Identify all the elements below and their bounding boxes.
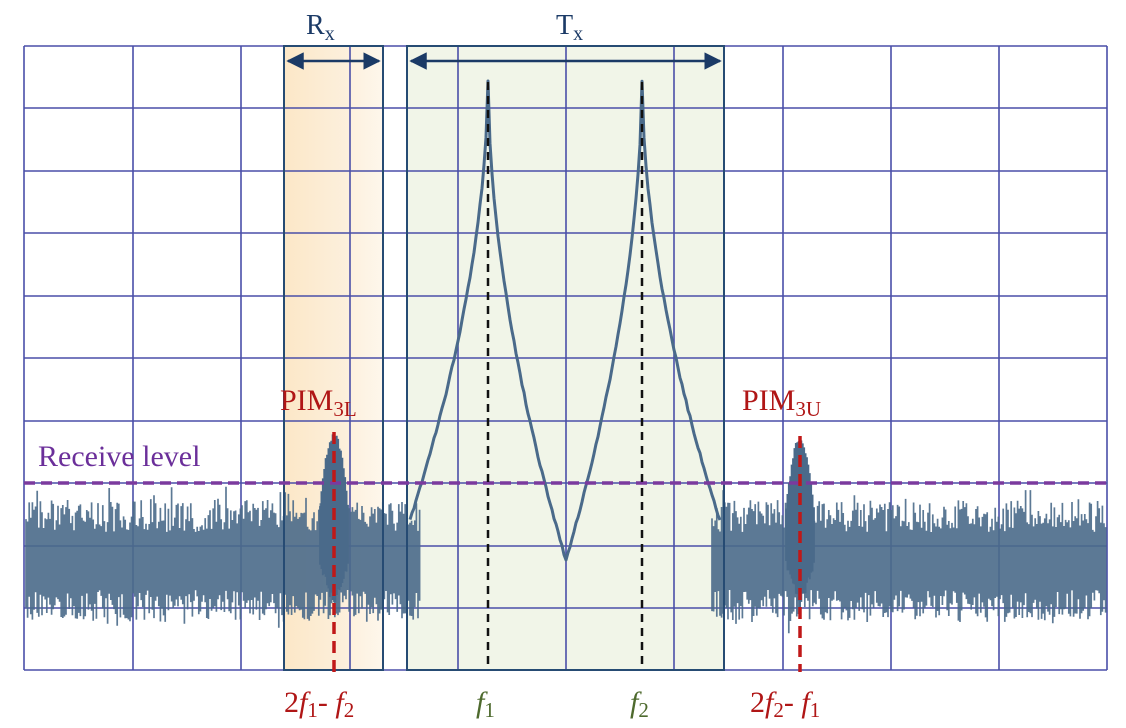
pim3u-frequency-label: 2f2- f1: [750, 686, 820, 722]
pim3u-label: PIM3U: [742, 384, 821, 421]
rx-label: Rx: [306, 10, 335, 45]
f1-label: f1: [476, 686, 495, 722]
pim3l-frequency-label: 2f1- f2: [284, 686, 354, 722]
pim3l-label: PIM3L: [280, 384, 357, 421]
receive-level-label: Receive level: [38, 440, 200, 473]
noise-band: [25, 486, 1107, 634]
tx-band-border: [406, 45, 725, 671]
noise-floor-trace: [25, 434, 1107, 634]
spectrum-trace: [408, 79, 722, 562]
tx-label: Tx: [556, 10, 583, 45]
f2-label: f2: [630, 686, 649, 722]
